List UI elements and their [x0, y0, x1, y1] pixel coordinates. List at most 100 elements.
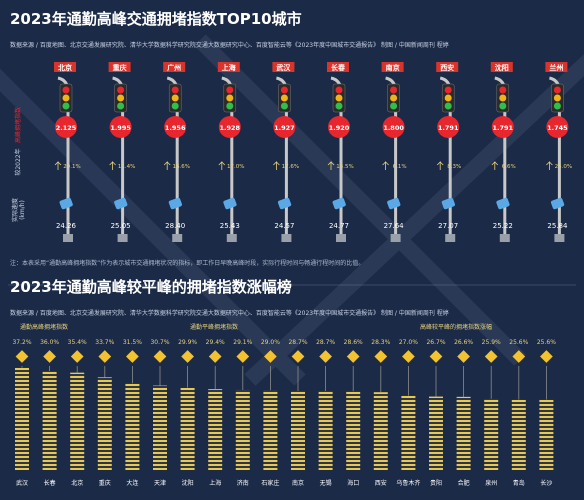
bar: [346, 391, 361, 470]
bar-group-3: 35.4% 北京: [68, 339, 87, 487]
category-label: 合肥: [458, 479, 470, 487]
pedestrian-sign-icon: [319, 350, 332, 363]
bar-group-10: 29.0% 石家庄: [261, 339, 280, 487]
city-sign: [272, 62, 295, 72]
car-icon: [223, 197, 237, 210]
bar-value-label: 33.7%: [95, 339, 114, 346]
city-pole-1: 北京 2.125 20.1% 24.26: [54, 62, 81, 242]
car-icon: [441, 197, 455, 210]
city-name: 沈阳: [495, 63, 509, 72]
city-sign: [381, 62, 404, 72]
pole-base: [554, 234, 565, 242]
pedestrian-sign-icon: [346, 350, 360, 363]
change-value: 6.6%: [502, 164, 516, 170]
category-label: 乌鲁木齐: [396, 479, 420, 487]
category-label: 无锡: [320, 479, 332, 487]
city-sign: [490, 62, 513, 72]
bar: [429, 396, 443, 470]
index-value: 1.800: [383, 124, 404, 132]
pedestrian-sign-icon: [429, 350, 443, 363]
bar-value-label: 25.6%: [537, 339, 556, 346]
city-name: 北京: [58, 63, 72, 72]
bar: [97, 377, 112, 470]
city-sign: [327, 62, 349, 72]
category-label: 贵阳: [430, 479, 442, 487]
light-green: [280, 102, 288, 110]
bar-group-6: 30.7% 天津: [150, 339, 169, 487]
city-name: 南京: [386, 63, 400, 72]
index-circle: [546, 116, 569, 138]
up-arrow-icon: [382, 161, 389, 170]
light-green: [62, 102, 70, 110]
chart2-title: 2023年通勤高峰较平峰的拥堵指数涨幅榜: [10, 278, 292, 296]
bar-value-label: 29.9%: [178, 339, 197, 346]
pedestrian-sign-icon: [374, 350, 388, 363]
city-pole-3: 广州 1.956 16.6% 28.40: [163, 62, 190, 242]
category-label: 北京: [71, 479, 83, 487]
light-yellow: [553, 94, 561, 102]
up-arrow-icon: [109, 161, 116, 170]
light-yellow: [62, 94, 70, 102]
pole-base: [499, 234, 510, 242]
category-label: 石家庄: [261, 479, 279, 487]
city-name: 重庆: [113, 63, 127, 72]
pedestrian-sign-icon: [43, 350, 56, 363]
change-value: 11.4%: [118, 164, 135, 170]
pedestrian-sign-icon: [208, 350, 222, 363]
change-value: 25.0%: [555, 164, 572, 170]
bar-value-label: 29.4%: [206, 339, 225, 346]
bar: [539, 399, 554, 470]
pedestrian-sign-icon: [98, 350, 112, 363]
car-icon: [332, 197, 346, 210]
speed-value: 24.57: [274, 222, 294, 230]
bar: [318, 391, 333, 470]
bar-value-label: 35.4%: [68, 339, 87, 346]
light-red: [335, 86, 343, 94]
category-label: 沈阳: [182, 479, 194, 487]
pole-base: [445, 234, 456, 242]
pole-base: [336, 234, 346, 242]
category-label: 海口: [347, 479, 359, 487]
pedestrian-sign-icon: [264, 350, 277, 363]
speed-value: 25.43: [220, 222, 240, 230]
up-arrow-icon: [54, 161, 62, 170]
city-name: 西安: [440, 63, 454, 72]
bar: [511, 399, 526, 470]
car-icon: [114, 197, 128, 210]
up-arrow-icon: [327, 161, 335, 170]
chart1-source: 数据来源 / 百度地图、北京交通发展研究院、清华大学数据科学研究院交通大数据研究…: [10, 42, 449, 49]
bar-group-20: 25.6% 长沙: [537, 339, 556, 487]
city-name: 上海: [222, 63, 236, 72]
bar: [180, 387, 195, 470]
pedestrian-sign-icon: [15, 350, 29, 363]
city-sign: [217, 62, 240, 72]
legend-rise: 高峰较平峰的拥堵指数涨幅: [420, 324, 493, 331]
index-circle: [437, 116, 460, 138]
category-label: 济南: [237, 479, 249, 487]
bar: [263, 390, 278, 470]
speed-value: 25.22: [493, 222, 513, 230]
light-red: [444, 86, 452, 94]
bar-value-label: 26.7%: [426, 339, 445, 346]
car-icon: [277, 197, 292, 210]
row-label-index: 高峰拥堵指数: [14, 107, 22, 143]
bar-value-label: 28.7%: [316, 339, 335, 346]
category-label: 上海: [209, 479, 221, 487]
speed-value: 27.64: [384, 222, 405, 230]
light-red: [280, 86, 288, 94]
up-arrow-icon: [436, 161, 444, 170]
bar-group-5: 31.5% 大连: [123, 339, 142, 487]
speed-value: 27.07: [438, 222, 458, 230]
bar: [401, 395, 416, 470]
light-green: [335, 102, 343, 110]
light-red: [390, 86, 398, 94]
bar-group-15: 27.0% 乌鲁木齐: [396, 339, 420, 487]
up-arrow-icon: [218, 161, 226, 170]
pedestrian-sign-icon: [484, 350, 498, 363]
pedestrian-sign-icon: [291, 350, 305, 363]
bar-value-label: 27.0%: [399, 339, 418, 346]
pedestrian-sign-icon: [457, 350, 470, 363]
bar-value-label: 26.6%: [454, 339, 473, 346]
